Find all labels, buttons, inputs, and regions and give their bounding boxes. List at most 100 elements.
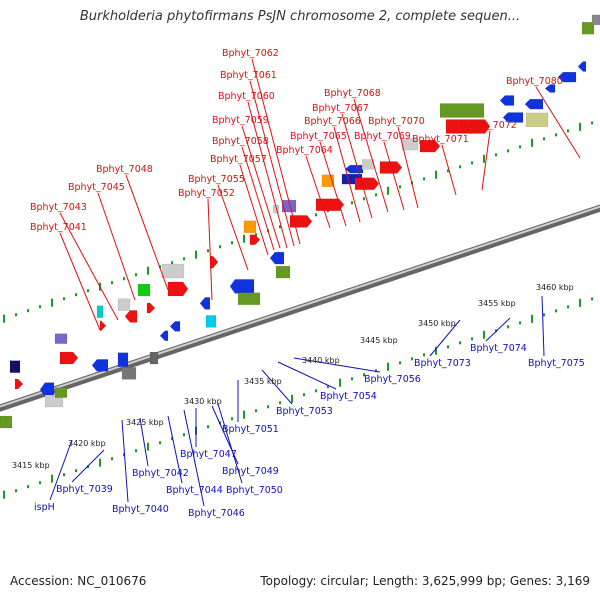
tick-mark — [255, 233, 257, 237]
tick-mark — [483, 154, 485, 163]
gene-feature — [9, 360, 21, 373]
gene-feature — [117, 352, 129, 367]
scale-label: 3420 kbp — [68, 439, 106, 448]
leader-line — [251, 58, 301, 245]
gene-feature — [445, 119, 491, 134]
gene-feature — [121, 367, 137, 380]
gene-feature — [354, 177, 380, 191]
gene-feature — [205, 315, 217, 328]
gene-label-top: Bphyt_7071 — [412, 134, 469, 145]
tick-mark — [483, 330, 485, 339]
gene-feature — [557, 71, 577, 83]
tick-mark — [39, 481, 41, 485]
tick-mark — [471, 337, 473, 341]
tick-mark — [519, 321, 521, 325]
gene-feature — [581, 21, 595, 35]
scale-label: 3440 kbp — [302, 356, 340, 365]
gene-label-bottom: Bphyt_7046 — [188, 508, 245, 519]
gene-label-top: Bphyt_7069 — [354, 131, 411, 142]
tick-mark — [315, 213, 317, 217]
leader-line — [59, 212, 119, 321]
gene-label-bottom: Bphyt_7042 — [132, 468, 189, 479]
gene-feature — [249, 234, 261, 245]
tick-mark — [63, 297, 65, 301]
gene-feature — [525, 112, 549, 128]
tick-mark — [315, 389, 317, 393]
gene-label-bottom: Bphyt_7049 — [222, 466, 279, 477]
gene-feature — [229, 279, 255, 294]
gene-label-bottom: ispH — [34, 502, 55, 513]
tick-mark — [267, 405, 269, 409]
leader-line — [121, 419, 129, 503]
tick-mark — [231, 241, 233, 245]
leader-line — [305, 155, 331, 229]
gene-label-top: Bphyt_7062 — [222, 48, 279, 59]
tick-mark — [327, 385, 329, 389]
gene-label-bottom: Bphyt_7040 — [112, 504, 169, 515]
tick-mark — [219, 245, 221, 249]
gene-feature — [117, 298, 131, 311]
leader-line — [261, 369, 293, 405]
scale-label: 3460 kbp — [536, 283, 574, 292]
gene-label-top: Bphyt_7068 — [324, 88, 381, 99]
tick-mark — [147, 266, 149, 275]
gene-feature — [14, 378, 24, 390]
tick-mark — [507, 325, 509, 329]
tick-mark — [291, 394, 293, 403]
gene-feature — [137, 283, 151, 297]
gene-feature — [269, 251, 285, 265]
gene-labels: Bphyt_7041 Bphyt_7043 Bphyt_7045 Bphyt_7048… — [30, 48, 585, 519]
tick-mark — [543, 313, 545, 317]
gene-label-top: Bphyt_7058 — [212, 136, 269, 147]
gene-feature — [499, 95, 515, 106]
tick-mark — [459, 165, 461, 169]
tick-mark — [123, 277, 125, 281]
tick-mark — [567, 305, 569, 309]
gene-label-top: Bphyt_7060 — [218, 91, 275, 102]
gene-feature — [167, 281, 189, 297]
tick-mark — [51, 298, 53, 307]
backbone-line — [0, 204, 600, 412]
tick-mark — [15, 313, 17, 317]
gene-feature — [124, 310, 138, 323]
gene-label-top: Bphyt_7045 — [68, 182, 125, 193]
gene-feature — [237, 292, 261, 305]
gene-feature — [419, 139, 441, 153]
scale-label: 3445 kbp — [360, 336, 398, 345]
tick-mark — [3, 314, 5, 323]
gene-feature — [209, 255, 219, 269]
scale-label: 3425 kbp — [126, 418, 164, 427]
tick-mark — [351, 377, 353, 381]
tick-mark — [27, 309, 29, 313]
scale-labels: 3415 kbp 3420 kbp 3425 kbp 3430 kbp 3435 kbp… — [12, 283, 574, 470]
map-title: Burkholderia phytofirmans PsJN chromosom… — [79, 9, 521, 24]
gene-label-bottom: Bphyt_7039 — [56, 484, 113, 495]
tick-mark — [15, 489, 17, 493]
gene-feature — [401, 137, 419, 151]
gene-feature — [91, 359, 109, 372]
gene-label-top: Bphyt_7041 — [30, 222, 87, 233]
gene-label-top: Bphyt_7080 — [506, 76, 563, 87]
tick-mark — [387, 186, 389, 195]
gene-feature — [159, 330, 169, 341]
leader-line — [217, 184, 249, 271]
tick-mark — [435, 346, 437, 355]
tick-mark — [99, 458, 101, 467]
tick-mark — [207, 425, 209, 429]
tick-mark — [363, 373, 365, 377]
tick-mark — [447, 345, 449, 349]
chromosome-backbone — [0, 204, 600, 412]
gene-feature — [281, 199, 297, 213]
gene-label-top: Bphyt_7061 — [220, 70, 277, 81]
gene-label-top: Bphyt_7059 — [212, 115, 269, 126]
gene-feature — [0, 415, 13, 429]
gene-feature — [344, 164, 364, 174]
leader-line — [49, 439, 73, 501]
gene-label-top: Bphyt_7052 — [178, 188, 235, 199]
tick-mark — [555, 309, 557, 313]
gene-feature — [524, 98, 544, 110]
gene-label-bottom: Bphyt_7056 — [364, 374, 421, 385]
gene-feature — [54, 387, 68, 398]
backbone-highlight — [0, 205, 600, 408]
tick-mark — [303, 393, 305, 397]
